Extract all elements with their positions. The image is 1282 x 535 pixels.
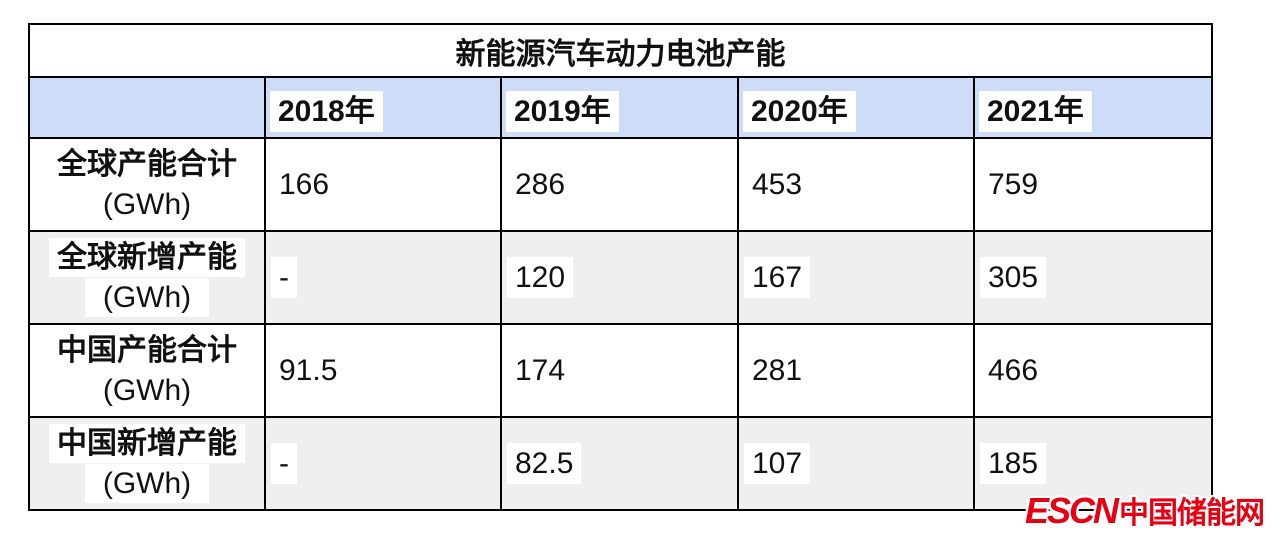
column-header-label: 2018年 — [270, 90, 383, 132]
cell-value: - — [271, 256, 297, 298]
table-cell: 167 — [737, 230, 975, 325]
row-label-cell: 中国产能合计 (GWh) — [28, 323, 266, 418]
column-header-label: 2020年 — [743, 90, 856, 132]
cell-value: 185 — [980, 442, 1047, 484]
row-unit: (GWh) — [84, 463, 210, 503]
row-label-cell: 全球产能合计 (GWh) — [28, 137, 266, 232]
table-cell: 91.5 — [264, 323, 502, 418]
column-header-label: 2019年 — [506, 90, 619, 132]
row-unit: (GWh) — [102, 373, 192, 407]
cell-value: 466 — [988, 353, 1039, 387]
cell-value: 453 — [752, 167, 803, 201]
table-title: 新能源汽车动力电池产能 — [27, 23, 1214, 78]
escn-watermark-logo: ESCN中国储能网 — [1024, 488, 1265, 532]
table-cell: 185 — [972, 416, 1214, 511]
table-cell: 305 — [972, 230, 1214, 325]
table-title-row: 新能源汽车动力电池产能 — [27, 23, 1214, 78]
header-blank-cell — [28, 76, 266, 139]
cell-value: 91.5 — [279, 353, 338, 387]
escn-logo-latin-text: ESCN — [1024, 490, 1119, 531]
table-cell: 107 — [737, 416, 975, 511]
table-cell: - — [264, 416, 502, 511]
column-header-2018: 2018年 — [264, 76, 502, 139]
table-cell: 166 — [264, 137, 502, 232]
column-header-label: 2021年 — [979, 90, 1092, 132]
table-cell: 281 — [737, 323, 975, 418]
table-row-global-added: 全球新增产能 (GWh) - 120 167 305 — [28, 230, 1214, 325]
row-unit: (GWh) — [102, 187, 192, 221]
cell-value: 281 — [752, 353, 803, 387]
cell-value: 305 — [980, 256, 1047, 298]
row-label-cell: 中国新增产能 (GWh) — [28, 416, 266, 511]
column-header-2021: 2021年 — [972, 76, 1214, 139]
row-label: 全球产能合计 — [57, 147, 237, 181]
table-row-china-total: 中国产能合计 (GWh) 91.5 174 281 466 — [28, 323, 1214, 418]
table-cell: 174 — [500, 323, 739, 418]
table-row-china-added: 中国新增产能 (GWh) - 82.5 107 185 — [28, 416, 1214, 511]
table-cell: 82.5 — [500, 416, 739, 511]
cell-value: 759 — [988, 167, 1039, 201]
table-cell: 759 — [972, 137, 1214, 232]
table-cell: 466 — [972, 323, 1214, 418]
cell-value: 167 — [744, 256, 811, 298]
row-label: 中国产能合计 — [57, 333, 237, 367]
cell-value: - — [271, 442, 297, 484]
cell-value: 174 — [515, 353, 566, 387]
cell-value: 166 — [279, 167, 330, 201]
battery-capacity-table: 新能源汽车动力电池产能 2018年 2019年 2020年 2021年 全球产能… — [27, 23, 1214, 511]
cell-value: 82.5 — [507, 442, 582, 484]
cell-value: 120 — [507, 256, 574, 298]
column-header-2019: 2019年 — [500, 76, 739, 139]
cell-value: 286 — [515, 167, 566, 201]
row-label: 全球新增产能 — [49, 237, 245, 277]
escn-logo-chinese-text: 中国储能网 — [1119, 497, 1265, 530]
table-header-row: 2018年 2019年 2020年 2021年 — [28, 76, 1214, 139]
row-label-cell: 全球新增产能 (GWh) — [28, 230, 266, 325]
table-cell: - — [264, 230, 502, 325]
row-unit: (GWh) — [84, 277, 210, 317]
table-cell: 120 — [500, 230, 739, 325]
cell-value: 107 — [744, 442, 811, 484]
column-header-2020: 2020年 — [737, 76, 975, 139]
table-cell: 453 — [737, 137, 975, 232]
table-row-global-total: 全球产能合计 (GWh) 166 286 453 759 — [28, 137, 1214, 232]
table-cell: 286 — [500, 137, 739, 232]
row-label: 中国新增产能 — [49, 423, 245, 463]
